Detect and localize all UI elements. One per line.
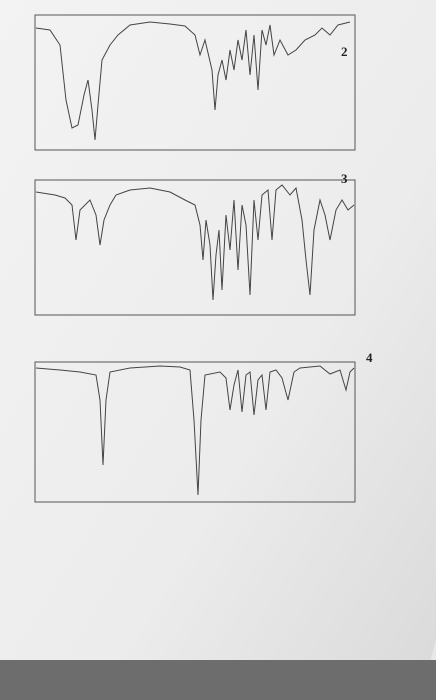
spectrum-3: 4 — [34, 350, 373, 503]
spectrum-label: 4 — [366, 350, 373, 365]
table-edge — [0, 660, 436, 700]
spectrum-label: 3 — [341, 171, 348, 186]
trace — [35, 21, 351, 141]
trace — [35, 365, 355, 496]
plot-frame — [34, 14, 356, 151]
spectrum-1: 2 — [34, 14, 356, 151]
trace — [35, 184, 355, 301]
plot-frame — [34, 179, 356, 316]
spectrum-2: 3 — [34, 171, 356, 316]
plot-frame — [34, 361, 356, 503]
spectrum-label: 2 — [341, 44, 348, 59]
